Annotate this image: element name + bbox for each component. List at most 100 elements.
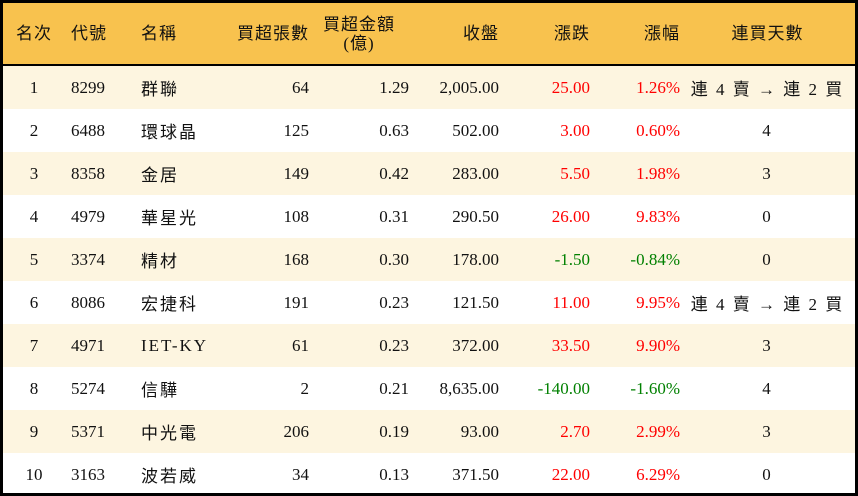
table-row: 4 4979 華星光 108 0.31 290.50 26.00 9.83% 0 <box>3 195 855 238</box>
code-cell: 4979 <box>71 206 105 226</box>
consecutive-days-cell: 4 <box>762 378 773 398</box>
change-pct-cell: 6.29% <box>636 464 680 484</box>
consecutive-days-cell: 0 <box>680 238 855 281</box>
table-row: 2 6488 環球晶 125 0.63 502.00 3.00 0.60% 4 <box>3 109 855 152</box>
amount-cell: 0.42 <box>309 152 409 195</box>
code-cell: 5371 <box>65 410 135 453</box>
header-change-pct: 漲幅 <box>590 3 680 66</box>
rank-cell: 4 <box>29 206 39 226</box>
code-cell: 8299 <box>65 65 135 109</box>
change-pct-cell: 0.60% <box>636 120 680 140</box>
name-cell: 環球晶 <box>141 123 198 142</box>
amount-cell: 0.23 <box>379 292 409 312</box>
name-cell: 信驊 <box>141 381 179 400</box>
rank-cell: 8 <box>29 378 39 398</box>
change-pct-cell: 2.99% <box>590 410 680 453</box>
header-net-buy-shares: 買超張數 <box>215 3 309 66</box>
header-name: 名稱 <box>135 3 215 66</box>
close-cell: 502.00 <box>452 120 499 140</box>
shares-cell: 125 <box>283 120 310 140</box>
change-pct-cell: -1.60% <box>630 378 680 398</box>
consecutive-days-cell: 3 <box>680 152 855 195</box>
table-row: 3 8358 金居 149 0.42 283.00 5.50 1.98% 3 <box>3 152 855 195</box>
header-change: 漲跌 <box>499 3 590 66</box>
rank-cell: 2 <box>29 120 39 140</box>
header-amount-unit: (億) <box>343 33 375 53</box>
code-cell: 4971 <box>65 324 135 367</box>
change-pct-cell: 1.26% <box>590 65 680 109</box>
rank-cell: 5 <box>3 238 65 281</box>
close-cell: 121.50 <box>452 292 499 312</box>
shares-cell: 149 <box>215 152 309 195</box>
consecutive-days-cell: 4 <box>762 120 773 140</box>
rank-cell: 10 <box>25 464 43 484</box>
change-cell: 25.00 <box>499 65 590 109</box>
rank-cell: 1 <box>3 65 65 109</box>
amount-cell: 1.29 <box>309 65 409 109</box>
change-cell: 3.00 <box>560 120 590 140</box>
change-cell: 33.50 <box>499 324 590 367</box>
header-amount-label: 買超金額 <box>323 14 395 34</box>
change-cell: 2.70 <box>499 410 590 453</box>
table-row: 10 3163 波若威 34 0.13 371.50 22.00 6.29% 0 <box>3 453 855 496</box>
name-cell: 中光電 <box>135 410 215 453</box>
code-cell: 8086 <box>71 292 105 312</box>
header-net-buy-amount: 買超金額 (億) <box>309 3 409 66</box>
change-cell: 5.50 <box>499 152 590 195</box>
table-row: 9 5371 中光電 206 0.19 93.00 2.70 2.99% 3 <box>3 410 855 453</box>
table-row: 7 4971 IET-KY 61 0.23 372.00 33.50 9.90% 3 <box>3 324 855 367</box>
name-cell: 群聯 <box>135 65 215 109</box>
change-cell: 26.00 <box>551 206 590 226</box>
rank-cell: 6 <box>29 292 39 312</box>
shares-cell: 206 <box>215 410 309 453</box>
header-consecutive-days: 連買天數 <box>680 3 855 66</box>
ranking-table: 名次 代號 名稱 買超張數 買超金額 (億) 收盤 漲跌 漲幅 連買天數 1 82… <box>3 3 855 496</box>
amount-cell: 0.30 <box>309 238 409 281</box>
shares-cell: 34 <box>292 464 309 484</box>
code-cell: 8358 <box>65 152 135 195</box>
change-cell: 22.00 <box>551 464 590 484</box>
header-row: 名次 代號 名稱 買超張數 買超金額 (億) 收盤 漲跌 漲幅 連買天數 <box>3 3 855 66</box>
close-cell: 290.50 <box>452 206 499 226</box>
change-pct-cell: 9.90% <box>590 324 680 367</box>
name-cell: 金居 <box>135 152 215 195</box>
consecutive-days-cell: 連 4 賣 → 連 2 買 <box>690 295 845 314</box>
rank-cell: 3 <box>3 152 65 195</box>
consecutive-days-cell: 3 <box>680 410 855 453</box>
change-cell: 11.00 <box>552 292 590 312</box>
shares-cell: 2 <box>300 378 310 398</box>
consecutive-days-cell: 0 <box>762 206 773 226</box>
name-cell: 精材 <box>135 238 215 281</box>
shares-cell: 191 <box>283 292 310 312</box>
code-cell: 3163 <box>71 464 105 484</box>
close-cell: 8,635.00 <box>439 378 500 398</box>
name-cell: 宏捷科 <box>141 295 198 314</box>
change-pct-cell: 9.83% <box>636 206 680 226</box>
code-cell: 3374 <box>65 238 135 281</box>
table-row: 8 5274 信驊 2 0.21 8,635.00 -140.00 -1.60% 4 <box>3 367 855 410</box>
code-cell: 6488 <box>71 120 105 140</box>
rank-cell: 9 <box>3 410 65 453</box>
close-cell: 372.00 <box>409 324 499 367</box>
shares-cell: 108 <box>283 206 310 226</box>
name-cell: IET-KY <box>135 324 215 367</box>
close-cell: 93.00 <box>409 410 499 453</box>
change-pct-cell: 9.95% <box>636 292 680 312</box>
rank-cell: 7 <box>3 324 65 367</box>
change-cell: -140.00 <box>537 378 590 398</box>
shares-cell: 168 <box>215 238 309 281</box>
change-cell: -1.50 <box>499 238 590 281</box>
header-code: 代號 <box>65 3 135 66</box>
consecutive-days-cell: 連 4 賣 → 連 2 買 <box>680 65 855 109</box>
name-cell: 華星光 <box>141 209 198 228</box>
close-cell: 2,005.00 <box>409 65 499 109</box>
change-pct-cell: -0.84% <box>590 238 680 281</box>
table-row: 5 3374 精材 168 0.30 178.00 -1.50 -0.84% 0 <box>3 238 855 281</box>
change-pct-cell: 1.98% <box>590 152 680 195</box>
consecutive-days-cell: 0 <box>762 464 773 484</box>
shares-cell: 64 <box>215 65 309 109</box>
header-rank: 名次 <box>3 3 65 66</box>
table-row: 1 8299 群聯 64 1.29 2,005.00 25.00 1.26% 連 4 賣 → 連… <box>3 65 855 109</box>
amount-cell: 0.19 <box>309 410 409 453</box>
